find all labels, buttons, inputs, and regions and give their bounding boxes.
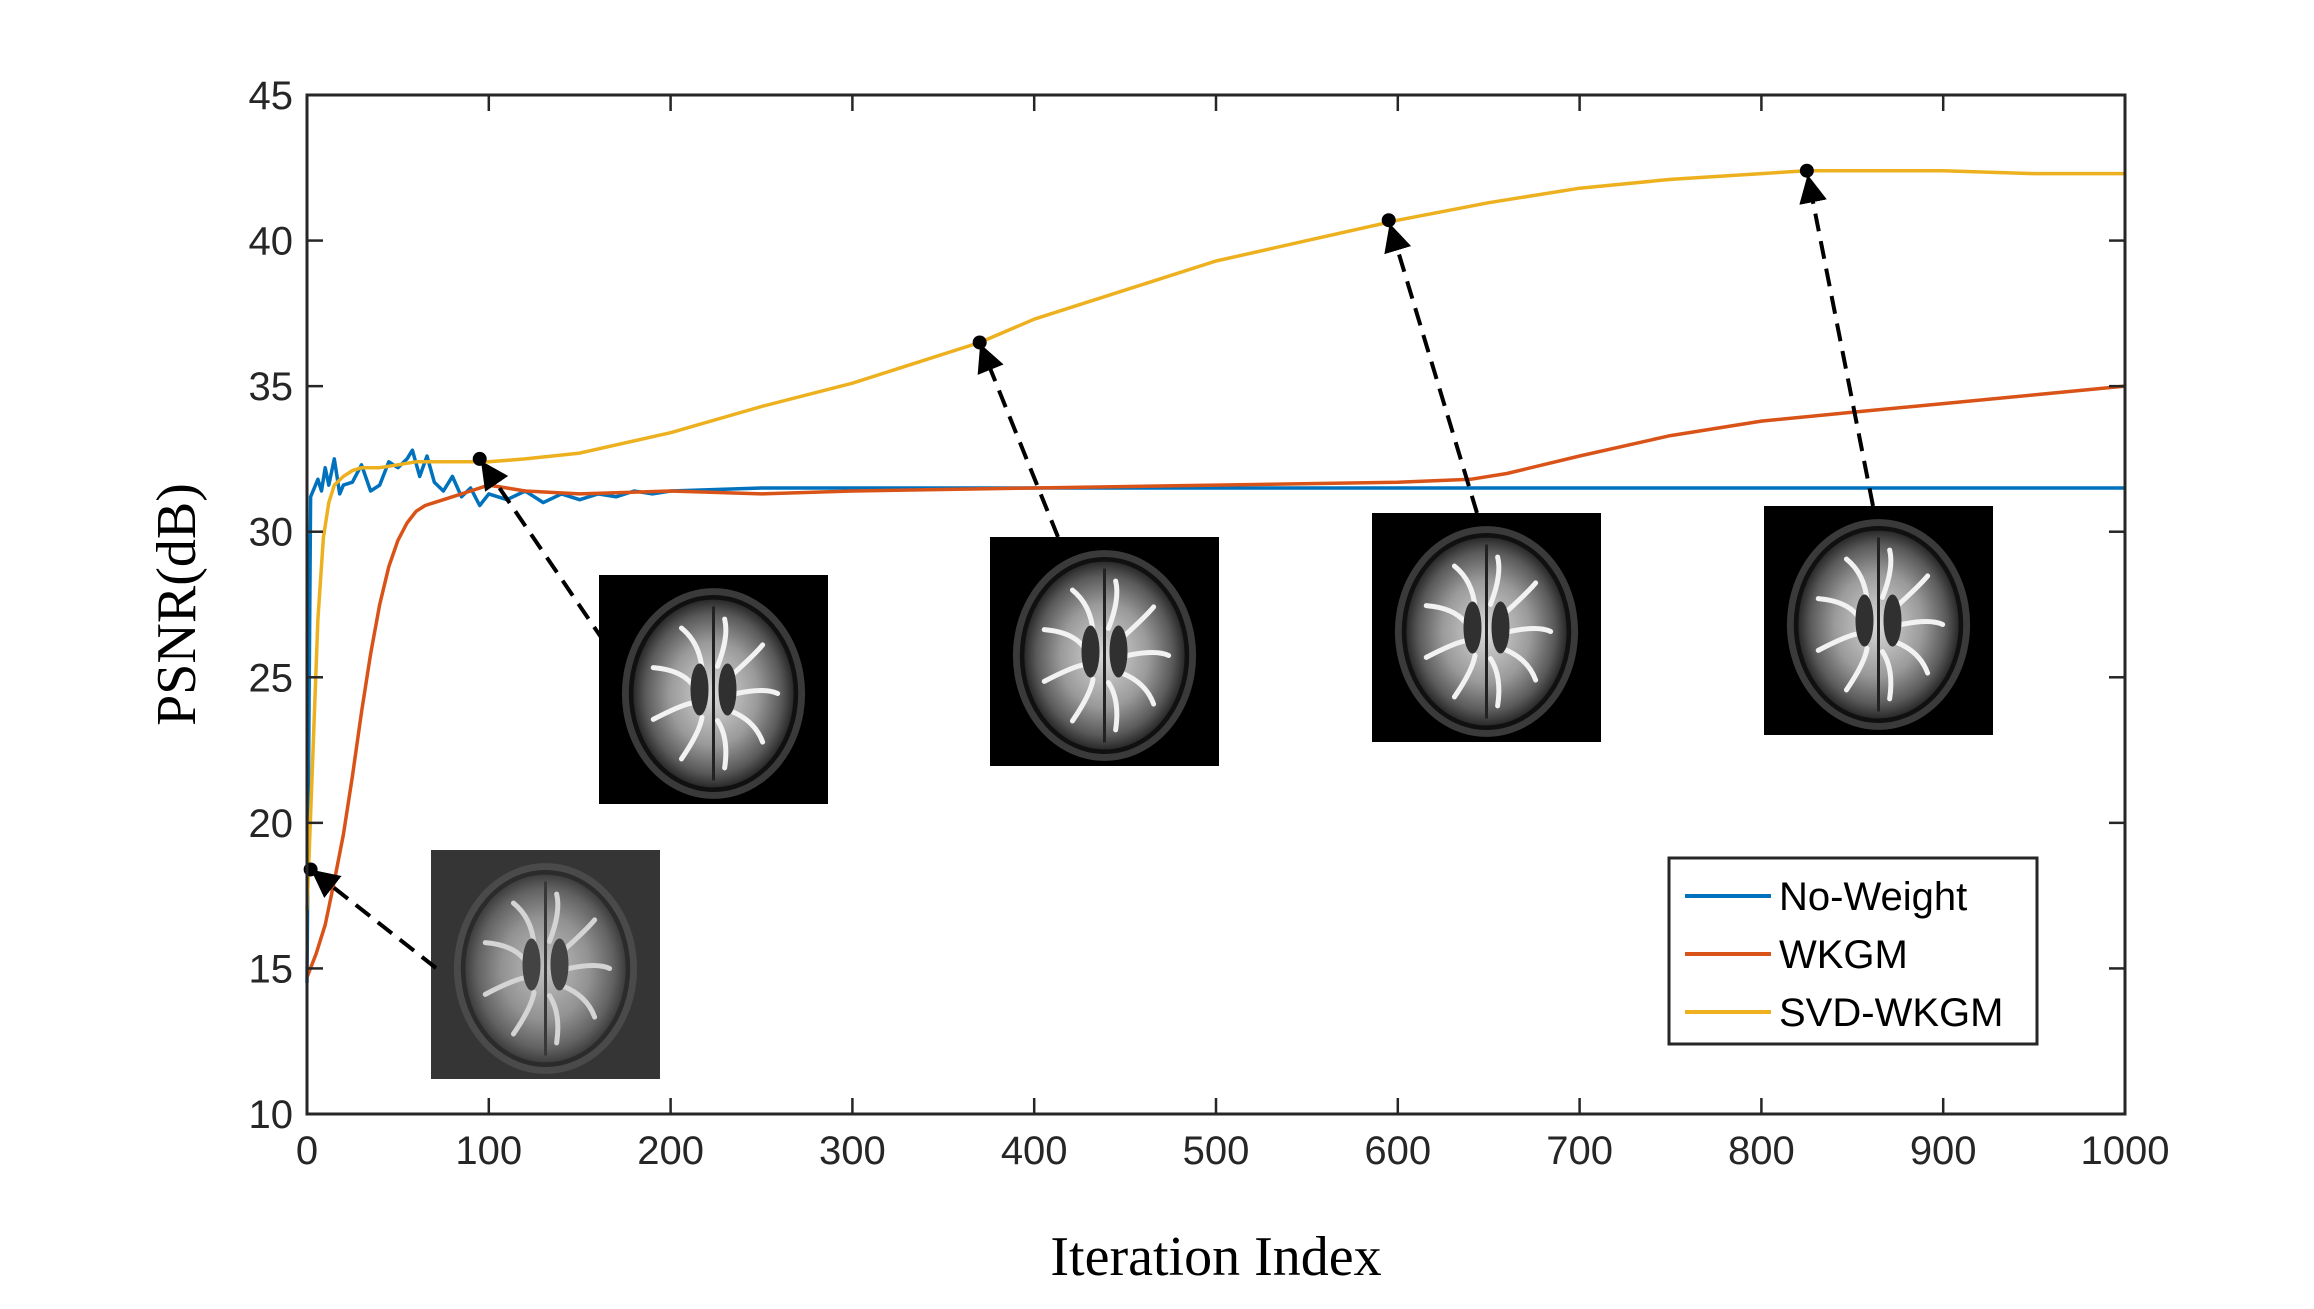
y-tick-label: 15 xyxy=(249,947,294,991)
wm-branch xyxy=(1815,596,1860,618)
series-line-no-weight xyxy=(305,448,2125,984)
legend-label: SVD-WKGM xyxy=(1779,991,2003,1035)
wm-branch xyxy=(1898,619,1946,627)
legend-label: No-Weight xyxy=(1779,875,1967,919)
ventricle-right xyxy=(1109,625,1128,678)
wm-branch xyxy=(1487,554,1502,607)
wm-branch xyxy=(1119,604,1157,641)
wm-branch xyxy=(560,983,598,1020)
series-line-svd-wkgm xyxy=(305,168,2125,911)
brain-mri-3-image xyxy=(1372,513,1601,742)
wm-branch xyxy=(1423,603,1468,625)
x-tick-label: 1000 xyxy=(2081,1129,2170,1173)
wm-branch xyxy=(1893,573,1931,610)
wm-branch xyxy=(560,917,598,954)
wm-branch xyxy=(546,993,561,1046)
x-tick-label: 300 xyxy=(819,1129,886,1173)
wm-branch xyxy=(728,642,766,679)
ventricle-left xyxy=(1463,601,1482,654)
noise-overlay xyxy=(431,850,660,1079)
legend-label: WKGM xyxy=(1779,933,1908,977)
wm-branch xyxy=(1124,650,1172,658)
wm-branch xyxy=(1069,676,1096,724)
ventricle-right xyxy=(1491,601,1510,654)
wm-branch xyxy=(1423,638,1468,660)
y-tick-label: 20 xyxy=(249,802,294,846)
annotation-arrow xyxy=(480,460,622,667)
wm-branch xyxy=(482,940,527,962)
wm-branch xyxy=(728,708,766,745)
wm-branch xyxy=(1815,631,1860,653)
x-tick-label: 800 xyxy=(1728,1129,1795,1173)
white-matter xyxy=(1815,547,1946,702)
x-tick-label: 900 xyxy=(1910,1129,1977,1173)
ventricle-right xyxy=(550,938,569,991)
annotation-arrow xyxy=(1799,174,1875,507)
wm-branch xyxy=(1501,646,1539,683)
wm-branch xyxy=(733,688,781,696)
annotation-point xyxy=(972,335,987,350)
y-tick-label: 45 xyxy=(249,74,294,118)
wm-branch xyxy=(678,714,705,762)
x-tick-label: 100 xyxy=(455,1129,522,1173)
wm-branch xyxy=(714,718,729,771)
brain-mri-2-image xyxy=(990,537,1219,766)
wm-branch xyxy=(565,963,613,971)
wm-branch xyxy=(1879,547,1894,600)
wm-branch xyxy=(1879,649,1894,702)
annotation-point xyxy=(1381,213,1396,228)
y-axis-label: PSNR(dB) xyxy=(146,483,208,726)
wm-branch xyxy=(650,700,695,722)
ventricle-left xyxy=(1081,625,1100,678)
annotation-arrow xyxy=(1384,223,1479,514)
x-axis-label: Iteration Index xyxy=(1050,1226,1381,1288)
wm-branch xyxy=(1843,645,1870,693)
wm-branch xyxy=(1119,670,1157,707)
x-tick-label: 200 xyxy=(637,1129,704,1173)
wm-branch xyxy=(1105,680,1120,733)
brain-mri-1-image xyxy=(599,575,828,804)
y-tick-label: 40 xyxy=(249,220,294,264)
x-tick-label: 0 xyxy=(296,1129,318,1173)
white-matter xyxy=(1423,554,1554,709)
ventricle-right xyxy=(1883,594,1902,647)
wm-branch xyxy=(1506,626,1554,634)
annotation-arrow xyxy=(977,343,1060,538)
white-matter xyxy=(650,616,781,771)
wm-branch xyxy=(1041,627,1086,649)
y-tick-label: 10 xyxy=(249,1093,294,1137)
y-tick-label: 30 xyxy=(249,511,294,555)
ventricle-left xyxy=(522,938,541,991)
wm-branch xyxy=(510,989,537,1037)
ventricle-left xyxy=(1855,594,1874,647)
y-tick-label: 35 xyxy=(249,365,294,409)
annotation-point xyxy=(1799,163,1814,178)
wm-branch xyxy=(1451,652,1478,700)
wm-branch xyxy=(1501,580,1539,617)
ventricle-right xyxy=(718,663,737,716)
wm-branch xyxy=(650,665,695,687)
wm-branch xyxy=(1041,662,1086,684)
x-tick-label: 400 xyxy=(1001,1129,1068,1173)
brain-mri-noisy-image xyxy=(431,850,660,1079)
ventricle-left xyxy=(690,663,709,716)
wm-branch xyxy=(714,616,729,669)
wm-branch xyxy=(1105,578,1120,631)
x-tick-label: 700 xyxy=(1546,1129,1613,1173)
x-tick-label: 500 xyxy=(1183,1129,1250,1173)
wm-branch xyxy=(546,891,561,944)
y-tick-label: 25 xyxy=(249,656,294,700)
x-tick-label: 600 xyxy=(1364,1129,1431,1173)
wm-branch xyxy=(1487,656,1502,709)
wm-branch xyxy=(482,975,527,997)
brain-mri-4-image xyxy=(1764,506,1993,735)
white-matter xyxy=(482,891,613,1046)
wm-branch xyxy=(1893,639,1931,676)
annotation-point xyxy=(472,451,487,466)
